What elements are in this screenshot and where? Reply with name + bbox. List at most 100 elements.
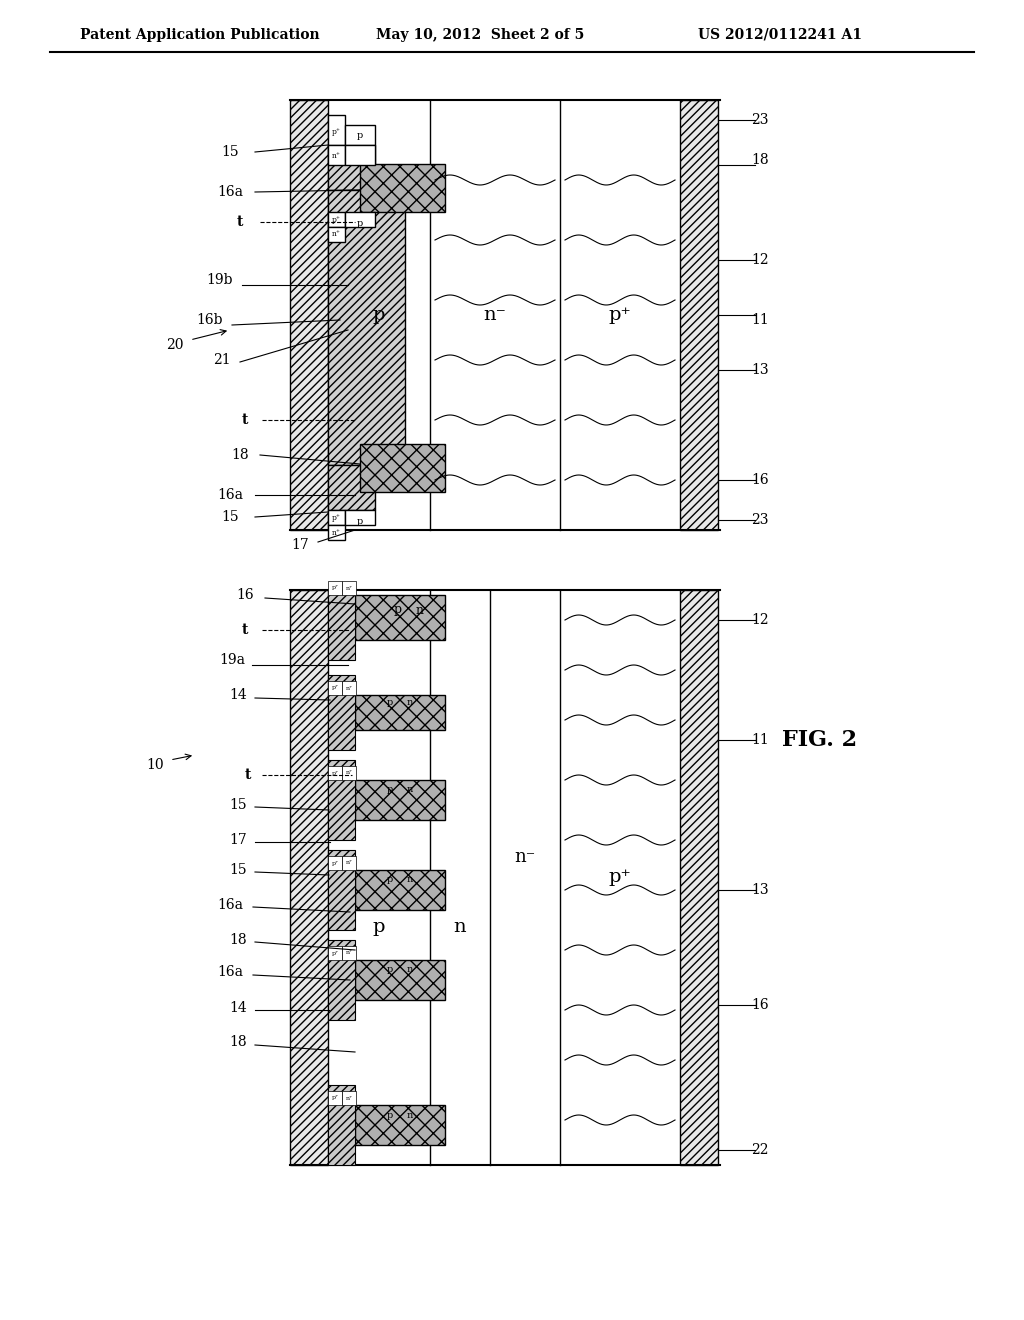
Text: p: p [387,965,393,974]
Text: p: p [387,875,393,884]
Bar [345,125,375,145]
Text: n: n [407,698,413,708]
Bar [355,960,445,1001]
Text: 16: 16 [752,998,769,1012]
Text: 11: 11 [752,733,769,747]
Bar [328,227,345,242]
Text: 19a: 19a [219,653,245,667]
Bar [345,145,375,165]
Text: n⁺: n⁺ [345,1096,352,1101]
Text: 15: 15 [221,145,239,158]
Text: n⁺: n⁺ [332,152,341,160]
Text: p: p [357,219,364,228]
Bar [342,681,356,696]
Text: n: n [407,785,413,795]
Text: n⁺: n⁺ [345,586,352,590]
Text: n⁺: n⁺ [345,771,352,776]
Bar [328,855,342,870]
Text: t: t [242,623,248,638]
Text: t: t [237,215,243,228]
Text: 17: 17 [291,539,309,552]
Text: p: p [373,306,385,323]
Text: May 10, 2012  Sheet 2 of 5: May 10, 2012 Sheet 2 of 5 [376,28,584,42]
Bar [290,100,328,531]
Bar [328,465,375,510]
Text: 16a: 16a [217,488,243,502]
Text: p⁺: p⁺ [332,128,341,136]
Bar [328,510,345,525]
Text: n⁺: n⁺ [332,230,341,238]
Text: 23: 23 [752,513,769,527]
Text: p: p [357,132,364,140]
Bar [328,145,345,165]
Bar [360,164,445,213]
Text: 18: 18 [229,1035,247,1049]
Text: 21: 21 [213,352,230,367]
Bar [355,870,445,909]
Text: n⁻: n⁻ [514,849,536,866]
Bar [328,115,345,145]
Text: 16b: 16b [197,313,223,327]
Text: 22: 22 [752,1143,769,1158]
Bar [360,444,445,492]
Bar [328,190,406,465]
Text: p⁺: p⁺ [332,513,341,521]
Text: n: n [416,603,424,616]
Text: 18: 18 [752,153,769,168]
Text: US 2012/0112241 A1: US 2012/0112241 A1 [698,28,862,42]
Text: Patent Application Publication: Patent Application Publication [80,28,319,42]
Text: 15: 15 [229,863,247,876]
Bar [355,696,445,730]
Text: 13: 13 [752,363,769,378]
Bar [680,590,718,1166]
Bar [328,1092,342,1105]
Bar [328,213,345,227]
Text: p⁺: p⁺ [608,869,632,887]
Text: n: n [454,919,466,936]
Text: 16: 16 [752,473,769,487]
Text: n: n [407,965,413,974]
Bar [328,145,375,190]
Text: p: p [387,698,393,708]
Text: 16a: 16a [217,965,243,979]
Bar [290,590,328,1166]
Bar [355,780,445,820]
Text: t: t [242,413,248,426]
Text: p⁺: p⁺ [332,950,339,956]
Text: n⁺: n⁺ [345,861,352,866]
Text: n⁺: n⁺ [345,685,352,690]
Bar [342,946,356,960]
Bar [342,1092,356,1105]
Text: 16a: 16a [217,898,243,912]
Bar [328,525,345,540]
Text: 18: 18 [231,447,249,462]
Text: 14: 14 [229,1001,247,1015]
Bar [342,581,356,595]
Bar [328,760,355,840]
Bar [328,675,355,750]
Bar [328,940,355,1020]
Text: p: p [373,919,385,936]
Text: 15: 15 [221,510,239,524]
Text: 18: 18 [229,933,247,946]
Text: 13: 13 [752,883,769,898]
Text: p⁺: p⁺ [332,216,341,224]
Bar [328,1085,355,1166]
Bar [342,766,356,780]
Bar [680,100,718,531]
Text: 16a: 16a [217,185,243,199]
Text: 14: 14 [229,688,247,702]
Text: 16: 16 [237,587,254,602]
Bar [328,581,342,595]
Text: p: p [394,603,402,616]
Text: 11: 11 [752,313,769,327]
Text: p: p [357,516,364,525]
Text: 23: 23 [752,114,769,127]
Text: n⁻: n⁻ [483,306,507,323]
Text: p: p [387,785,393,795]
Bar [328,766,342,780]
Text: n: n [407,1110,413,1119]
Text: FIG. 2: FIG. 2 [782,729,857,751]
Text: 10: 10 [146,758,164,772]
Text: 15: 15 [229,799,247,812]
